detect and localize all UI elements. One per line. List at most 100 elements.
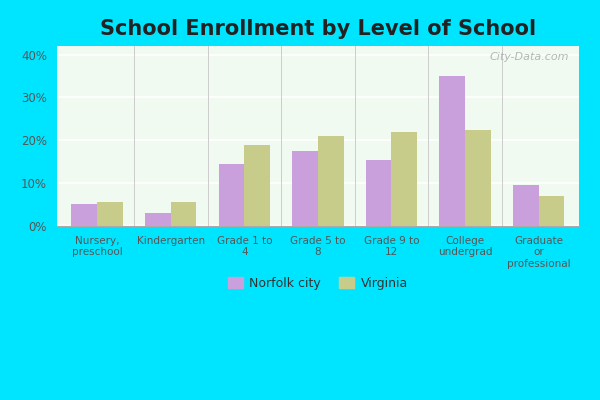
Bar	[57, 224, 579, 225]
Bar	[57, 225, 579, 226]
Bar	[365, 160, 391, 226]
Bar	[57, 225, 579, 226]
Bar	[57, 225, 579, 226]
Bar	[57, 224, 579, 225]
Bar	[57, 224, 579, 225]
Bar	[57, 225, 579, 226]
Bar	[57, 225, 579, 226]
Bar	[57, 224, 579, 225]
Bar	[57, 225, 579, 226]
Bar	[57, 225, 579, 226]
Bar	[57, 224, 579, 225]
Bar	[57, 225, 579, 226]
Bar	[218, 164, 244, 226]
Bar	[465, 130, 491, 226]
Bar	[57, 225, 579, 226]
Bar	[57, 225, 579, 226]
Bar	[57, 225, 579, 226]
Bar	[57, 225, 579, 226]
Bar	[57, 224, 579, 225]
Bar	[57, 224, 579, 225]
Bar	[57, 224, 579, 225]
Bar	[57, 225, 579, 226]
Bar	[57, 224, 579, 225]
Bar	[57, 224, 579, 225]
Bar	[57, 224, 579, 225]
Bar	[57, 224, 579, 225]
Bar	[57, 224, 579, 225]
Bar	[57, 225, 579, 226]
Bar	[57, 224, 579, 225]
Bar	[57, 225, 579, 226]
Bar	[57, 224, 579, 226]
Bar	[57, 225, 579, 226]
Bar	[57, 224, 579, 225]
Bar	[57, 225, 579, 226]
Bar	[57, 224, 579, 226]
Bar	[57, 225, 579, 226]
Bar	[57, 224, 579, 225]
Bar	[57, 224, 579, 225]
Bar	[57, 224, 579, 226]
Bar	[57, 224, 579, 225]
Bar	[57, 225, 579, 226]
Legend: Norfolk city, Virginia: Norfolk city, Virginia	[223, 272, 413, 295]
Bar	[57, 224, 579, 226]
Bar	[57, 224, 579, 225]
Bar	[57, 224, 579, 225]
Bar	[57, 224, 579, 225]
Bar	[57, 224, 579, 226]
Bar	[57, 224, 579, 225]
Bar	[57, 224, 579, 225]
Bar	[57, 224, 579, 225]
Bar	[57, 225, 579, 226]
Bar	[57, 224, 579, 225]
Bar	[57, 225, 579, 226]
Bar	[57, 225, 579, 226]
Bar	[57, 224, 579, 225]
Bar	[57, 224, 579, 226]
Bar	[57, 224, 579, 225]
Bar	[57, 224, 579, 225]
Bar	[57, 224, 579, 225]
Bar	[57, 224, 579, 225]
Bar	[57, 225, 579, 226]
Bar	[57, 225, 579, 226]
Bar	[57, 225, 579, 226]
Bar	[57, 224, 579, 225]
Bar	[57, 224, 579, 226]
Bar	[57, 224, 579, 225]
Bar	[57, 224, 579, 225]
Bar	[57, 225, 579, 226]
Bar	[57, 225, 579, 226]
Bar	[57, 224, 579, 226]
Bar	[57, 224, 579, 225]
Bar	[57, 224, 579, 226]
Bar	[57, 224, 579, 226]
Bar	[57, 224, 579, 226]
Bar	[57, 224, 579, 226]
Bar	[57, 224, 579, 225]
Bar	[57, 224, 579, 225]
Bar	[57, 224, 579, 226]
Bar	[57, 225, 579, 226]
Bar	[57, 225, 579, 226]
Bar	[57, 225, 579, 226]
Bar	[57, 225, 579, 226]
Bar	[57, 224, 579, 225]
Bar	[57, 225, 579, 226]
Bar	[57, 225, 579, 226]
Bar	[57, 224, 579, 226]
Bar	[57, 225, 579, 226]
Bar	[57, 225, 579, 226]
Bar	[57, 224, 579, 225]
Bar	[57, 225, 579, 226]
Bar	[57, 225, 579, 226]
Bar	[57, 224, 579, 225]
Bar	[57, 224, 579, 225]
Bar	[57, 224, 579, 225]
Bar	[57, 224, 579, 225]
Bar	[57, 224, 579, 225]
Bar	[57, 225, 579, 226]
Bar	[57, 224, 579, 225]
